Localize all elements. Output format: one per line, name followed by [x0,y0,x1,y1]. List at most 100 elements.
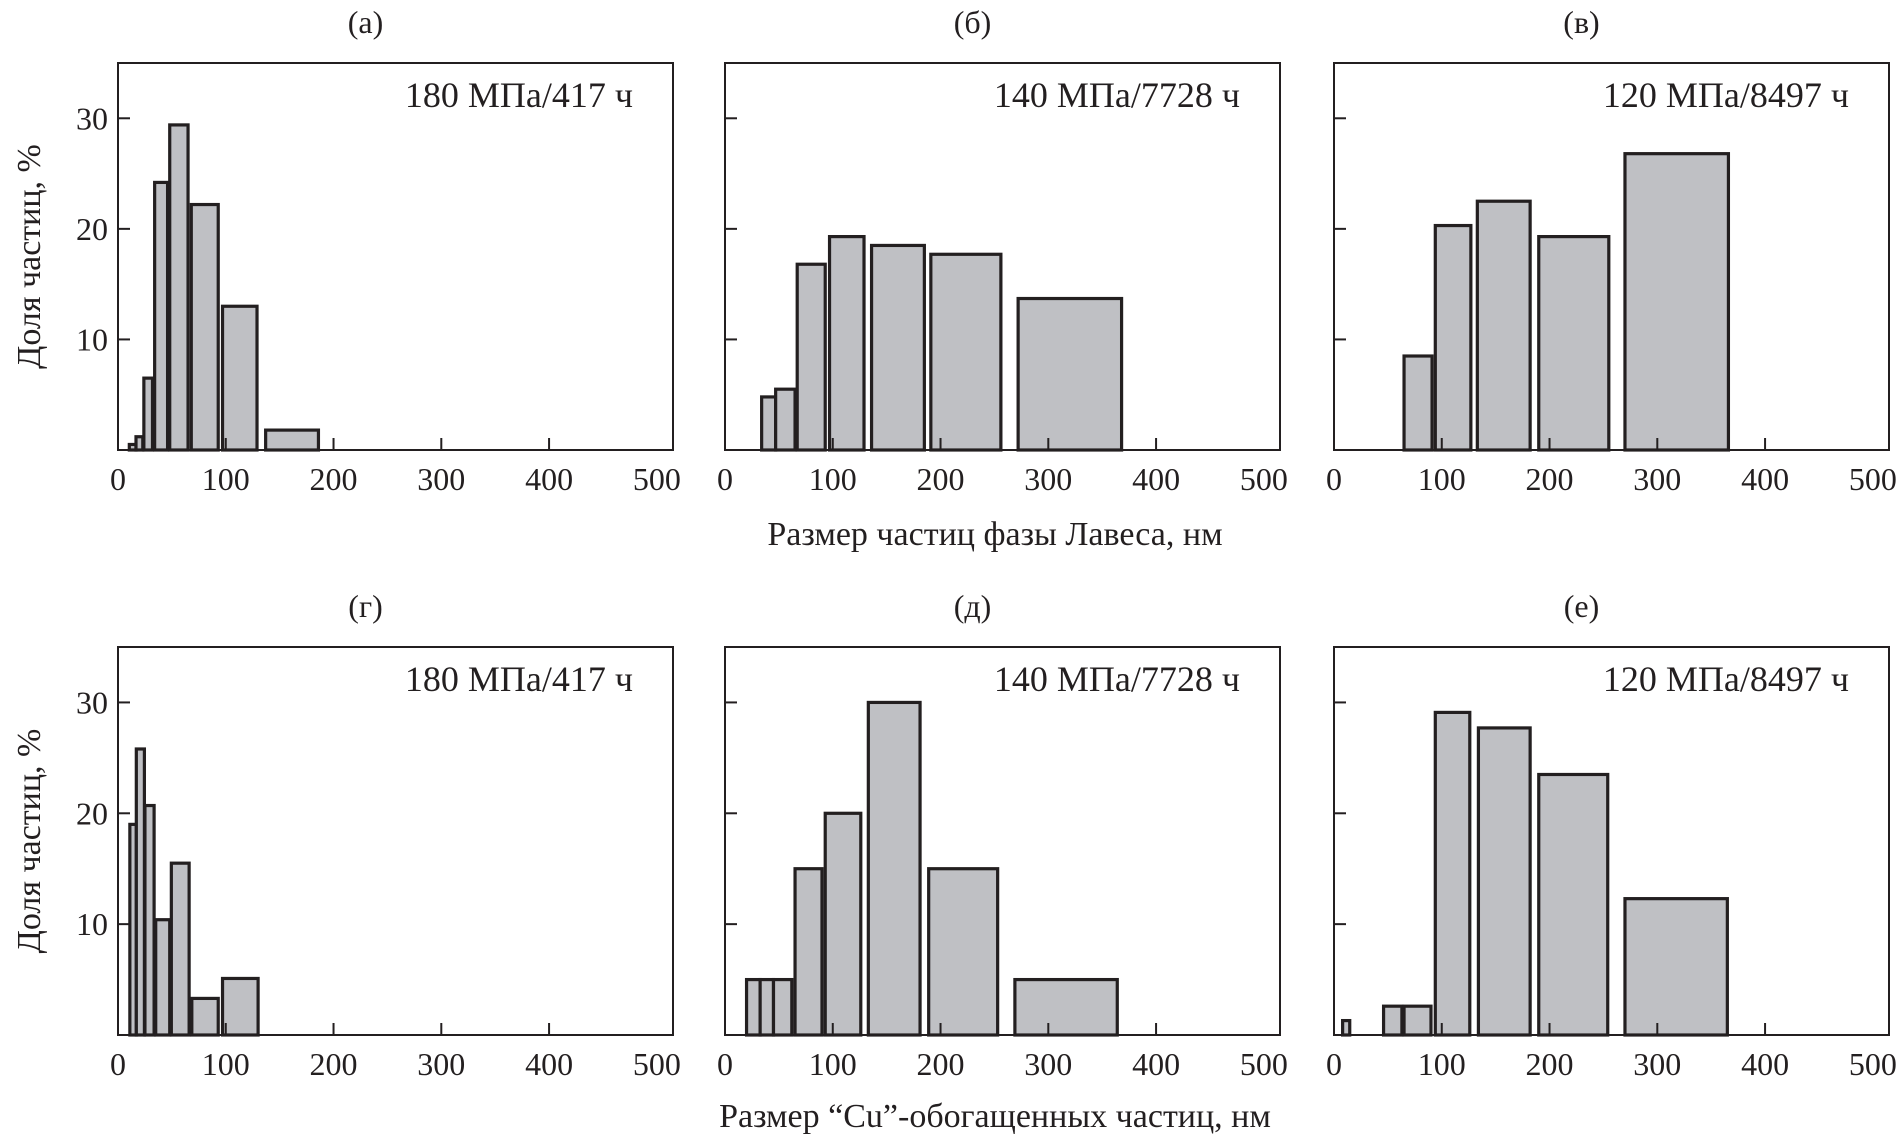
y-tick-label: 30 [76,100,108,136]
panel-title: (б) [954,4,992,40]
histogram-bar [744,977,762,1037]
histogram-bar [142,376,155,452]
histogram-bar [1623,152,1731,452]
histogram-bar [869,243,926,452]
panel-annotation: 120 МПа/8497 ч [1603,659,1849,699]
x-tick-label: 500 [1240,1046,1288,1082]
x-axis-label-bottom: Размер “Cu”-обогащенных частиц, нм [719,1098,1271,1135]
plot-frame [724,62,1281,451]
histogram-bar [1016,296,1124,452]
histogram-bar [1433,223,1473,452]
histogram-bar [1013,977,1119,1037]
x-tick-label: 300 [1633,461,1681,497]
histogram-bar [795,262,827,452]
panel-annotation: 120 МПа/8497 ч [1603,75,1849,115]
y-tick-label: 10 [76,906,108,942]
histogram-bar [154,918,172,1037]
y-axis-label: Доля частиц, % [11,144,48,369]
panel-title: (г) [348,588,382,624]
y-axis-label: Доля частиц, % [11,729,48,954]
y-tick-label: 10 [76,321,108,357]
x-tick-label: 400 [525,1046,573,1082]
x-tick-label: 500 [633,1046,681,1082]
histogram-bar [929,252,1003,452]
histogram-bar [866,700,922,1037]
histogram-bar [143,803,156,1037]
histogram-bar [760,395,778,452]
x-tick-label: 0 [1326,461,1342,497]
x-tick-label: 200 [310,461,358,497]
panel-annotation: 140 МПа/7728 ч [994,75,1240,115]
chart-panel-3: 0 100 200 300 400 500 (в)120 МПа/8497 ч [1326,4,1897,497]
x-tick-label: 100 [1418,1046,1466,1082]
x-tick-label: 0 [110,1046,126,1082]
x-tick-label: 100 [809,461,857,497]
x-tick-label: 0 [110,461,126,497]
x-tick-label: 0 [717,1046,733,1082]
x-tick-label: 500 [1849,461,1897,497]
histogram-bar [190,996,220,1037]
plot-frame [117,646,674,1036]
histogram-bar [1402,1004,1433,1037]
plot-frame [1333,646,1890,1036]
x-tick-label: 100 [1418,461,1466,497]
x-tick-label: 100 [202,1046,250,1082]
x-tick-label: 200 [917,1046,965,1082]
histogram-bar [134,435,145,452]
chart-panel-1: 0 100 200 300 400 500 10 20 30 (а) 180 МПа/417 ч До… [11,4,681,497]
panel-title: (а) [348,4,384,40]
x-tick-label: 300 [417,1046,465,1082]
histogram-bar [927,867,1000,1037]
histogram-bar [827,234,866,452]
x-tick-label: 400 [1741,1046,1789,1082]
x-tick-label: 100 [809,1046,857,1082]
plot-frame [724,646,1281,1036]
x-tick-label: 200 [1526,1046,1574,1082]
x-tick-label: 400 [1132,461,1180,497]
histogram-bar [153,180,170,452]
histogram-bar [758,977,776,1037]
histogram-bar [189,202,220,452]
x-tick-label: 100 [202,461,250,497]
x-tick-label: 500 [633,461,681,497]
panel-annotation: 180 МПа/417 ч [405,75,633,115]
histogram-bar [1537,772,1610,1037]
chart-panel-6: 0 100 200 300 400 500 (е)120 МПа/8497 ч [1326,588,1897,1082]
y-tick-label: 20 [76,211,108,247]
x-tick-label: 300 [1633,1046,1681,1082]
chart-panel-4: 0 100 200 300 400 500 10 20 30 (г) 180 МПа/417 ч До… [11,588,681,1082]
x-tick-label: 0 [1326,1046,1342,1082]
histogram-bar [1537,234,1611,452]
plot-frame [117,62,674,451]
x-tick-label: 300 [1024,1046,1072,1082]
panel-title: (е) [1564,588,1600,624]
histogram-bar [1476,726,1532,1037]
panel-annotation: 140 МПа/7728 ч [994,659,1240,699]
panel-annotation: 180 МПа/417 ч [405,659,633,699]
histogram-bar [1623,897,1729,1037]
x-tick-label: 200 [310,1046,358,1082]
histogram-bar [1402,354,1434,452]
chart-panel-2: 0 100 200 300 400 500 (б)140 МПа/7728 ч [717,4,1288,497]
histogram-bar [1381,1004,1404,1037]
x-tick-label: 200 [1526,461,1574,497]
histogram-bar [220,976,260,1037]
x-tick-label: 200 [917,461,965,497]
histogram-bar [793,867,824,1037]
chart-panel-5: 0 100 200 300 400 500 (д)140 МПа/7728 ч [717,588,1288,1082]
x-tick-label: 500 [1849,1046,1897,1082]
x-tick-label: 0 [717,461,733,497]
x-tick-label: 500 [1240,461,1288,497]
histogram-bar [774,387,797,452]
x-tick-label: 300 [1024,461,1072,497]
y-tick-label: 20 [76,795,108,831]
histogram-bar [823,811,863,1037]
histogram-bar [1341,1018,1352,1037]
y-tick-label: 30 [76,684,108,720]
histogram-bar [168,123,190,452]
histogram-bar [1475,199,1532,452]
histogram-bar [771,977,794,1037]
histogram-bar [1433,710,1472,1037]
histogram-bar [264,428,321,452]
